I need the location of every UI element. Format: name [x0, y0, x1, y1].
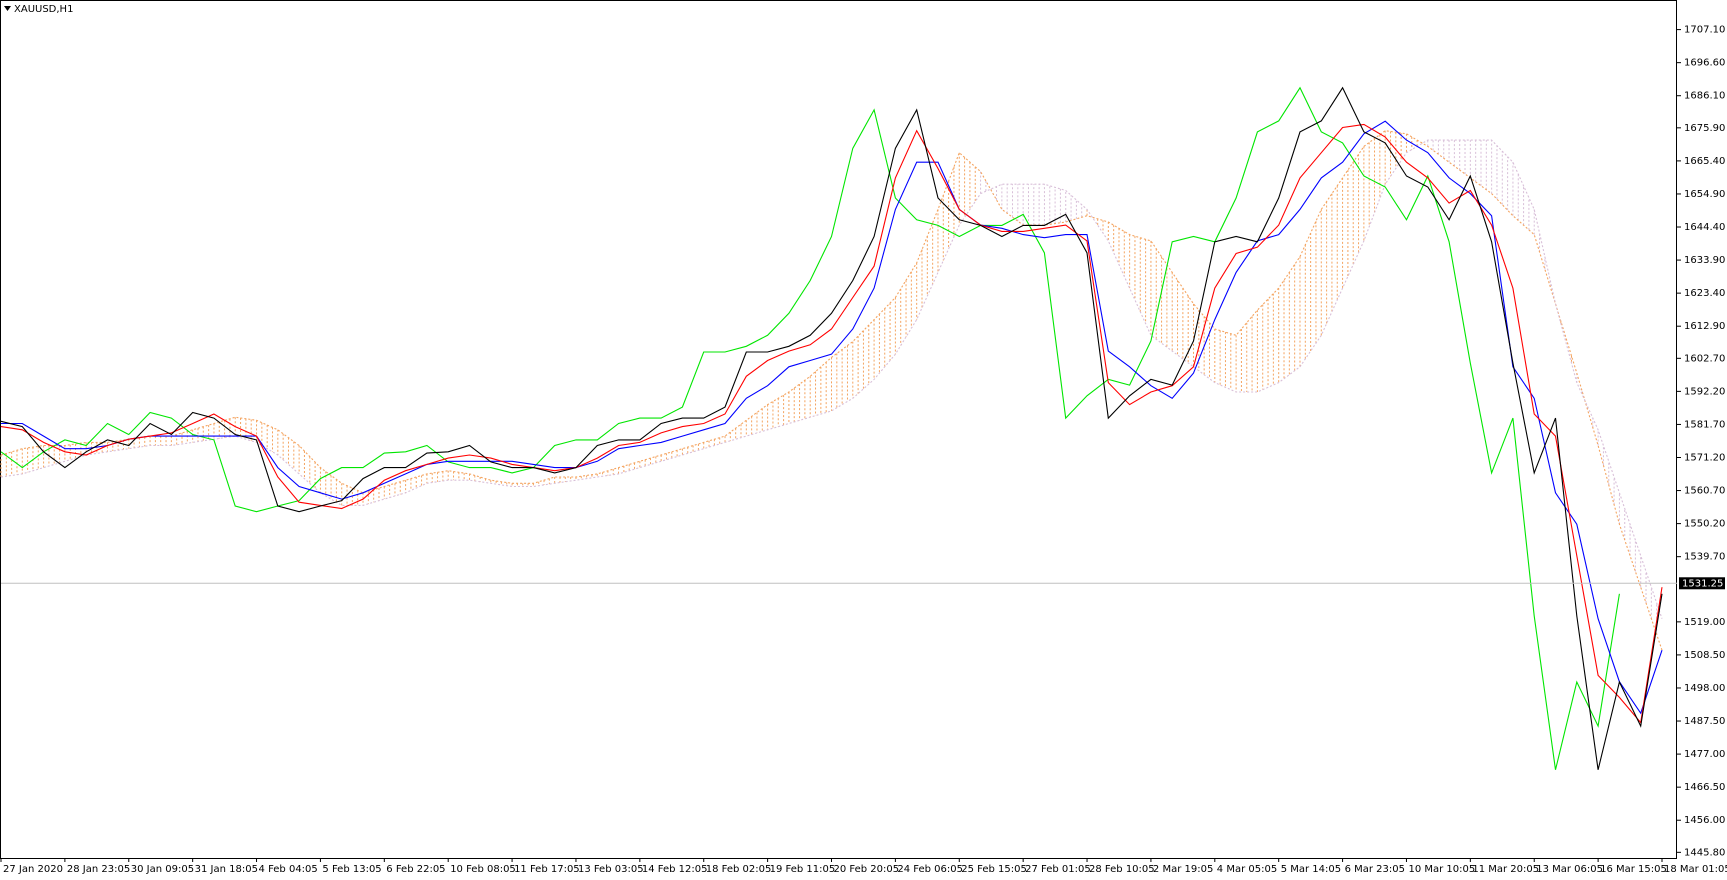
x-tick-label: 24 Feb 06:05 [897, 864, 963, 875]
price-box [1679, 577, 1725, 590]
y-tick-label: 1445.80 [1684, 847, 1725, 858]
y-tick-label: 1602.70 [1684, 353, 1725, 364]
x-tick-label: 28 Jan 23:05 [67, 864, 130, 875]
x-tick-label: 18 Feb 02:05 [706, 864, 772, 875]
x-tick-label: 27 Jan 2020 [3, 864, 63, 875]
y-tick-label: 1560.70 [1684, 486, 1725, 497]
x-tick-label: 31 Jan 18:05 [195, 864, 258, 875]
x-tick-label: 14 Feb 12:05 [642, 864, 708, 875]
y-tick-label: 1466.50 [1684, 782, 1725, 793]
x-tick-label: 19 Feb 11:05 [770, 864, 836, 875]
y-tick-label: 1456.00 [1684, 815, 1725, 826]
x-tick-label: 16 Mar 15:05 [1600, 864, 1667, 875]
x-tick-label: 4 Feb 04:05 [259, 864, 318, 875]
x-tick-label: 10 Mar 10:05 [1408, 864, 1475, 875]
y-tick-label: 1487.50 [1684, 716, 1725, 727]
series-line [1, 120, 1663, 715]
y-tick-label: 1539.70 [1684, 552, 1725, 563]
chart-title: XAUUSD,H1 [14, 4, 73, 15]
y-tick-label: 1498.00 [1684, 683, 1725, 694]
y-tick-label: 1581.70 [1684, 419, 1725, 430]
y-tick-label: 1519.00 [1684, 617, 1725, 628]
series-line [0, 139, 1663, 619]
y-tick-label: 1686.10 [1684, 91, 1725, 102]
y-tick-label: 1675.90 [1684, 123, 1725, 134]
x-tick-label: 5 Feb 13:05 [322, 864, 381, 875]
price-label: 1531.25 [1682, 578, 1723, 589]
y-tick-label: 1550.20 [1684, 519, 1725, 530]
menu-triangle [4, 6, 11, 11]
y-tick-label: 1644.40 [1684, 222, 1725, 233]
series-line [0, 86, 1663, 770]
x-tick-label: 6 Mar 23:05 [1345, 864, 1405, 875]
x-tick-label: 10 Feb 08:05 [450, 864, 516, 875]
x-tick-label: 11 Mar 20:05 [1472, 864, 1539, 875]
x-tick-label: 30 Jan 09:05 [131, 864, 194, 875]
x-tick-label: 25 Feb 15:05 [961, 864, 1027, 875]
x-tick-label: 5 Mar 14:05 [1281, 864, 1341, 875]
x-tick-label: 4 Mar 05:05 [1217, 864, 1277, 875]
y-tick-label: 1477.00 [1684, 749, 1725, 760]
y-tick-label: 1508.50 [1684, 650, 1725, 661]
x-tick-label: 6 Feb 22:05 [386, 864, 445, 875]
y-tick-label: 1696.60 [1684, 58, 1725, 69]
y-tick-label: 1665.40 [1684, 156, 1725, 167]
x-tick-label: 13 Feb 03:05 [578, 864, 644, 875]
y-tick-label: 1623.40 [1684, 288, 1725, 299]
y-tick-label: 1633.90 [1684, 255, 1725, 266]
x-tick-label: 20 Feb 20:05 [834, 864, 900, 875]
x-tick-label: 2 Mar 19:05 [1153, 864, 1213, 875]
plot-frame [0, 0, 1677, 859]
y-tick-label: 1707.10 [1684, 25, 1725, 36]
series-line [0, 130, 1663, 651]
y-tick-label: 1654.90 [1684, 189, 1725, 200]
series-line [0, 86, 1620, 770]
series-line [0, 123, 1663, 724]
x-tick-label: 28 Feb 10:05 [1089, 864, 1155, 875]
x-tick-label: 18 Mar 01:05 [1664, 864, 1727, 875]
x-tick-label: 13 Mar 06:05 [1536, 864, 1603, 875]
x-tick-label: 11 Feb 17:05 [514, 864, 580, 875]
y-tick-label: 1592.20 [1684, 386, 1725, 397]
y-tick-label: 1571.20 [1684, 452, 1725, 463]
y-tick-label: 1612.90 [1684, 321, 1725, 332]
x-tick-label: 27 Feb 01:05 [1025, 864, 1091, 875]
